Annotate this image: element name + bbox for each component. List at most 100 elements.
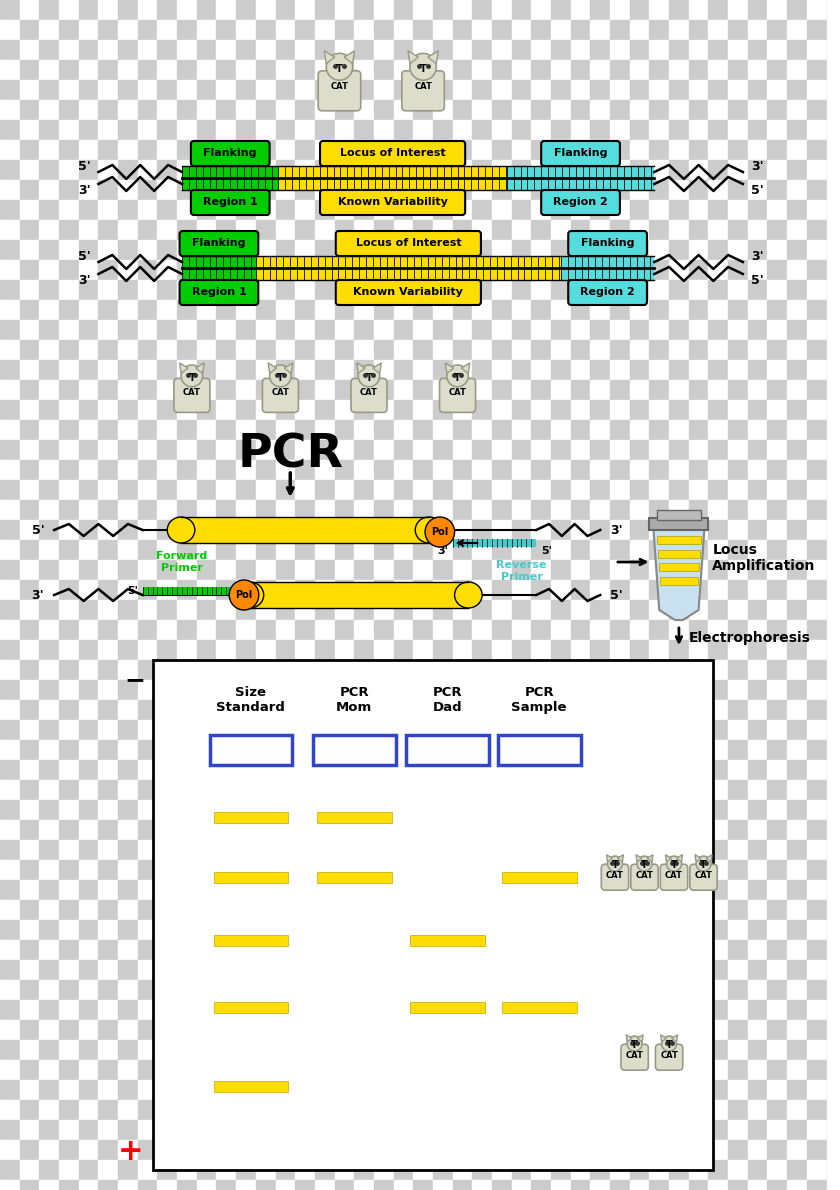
Polygon shape xyxy=(626,1034,632,1042)
Bar xyxy=(827,1060,840,1081)
Bar xyxy=(787,740,807,760)
Bar xyxy=(570,1000,591,1020)
Bar xyxy=(236,1081,256,1100)
Bar xyxy=(748,1081,768,1100)
Bar xyxy=(532,580,551,600)
Circle shape xyxy=(358,365,380,387)
Bar xyxy=(118,1120,138,1140)
Bar xyxy=(157,779,177,800)
Bar xyxy=(453,140,472,159)
Bar xyxy=(570,440,591,461)
Bar xyxy=(807,1140,827,1160)
Bar xyxy=(394,620,413,640)
Bar xyxy=(630,361,649,380)
Bar xyxy=(256,720,276,740)
Bar xyxy=(374,400,394,420)
Bar xyxy=(19,760,39,779)
Bar xyxy=(0,960,19,981)
Bar xyxy=(276,520,295,540)
Bar xyxy=(217,879,236,900)
Bar xyxy=(492,840,512,860)
Bar xyxy=(98,220,118,240)
Bar xyxy=(768,180,787,200)
Bar xyxy=(433,80,453,100)
Bar xyxy=(768,100,787,120)
Bar xyxy=(295,700,315,720)
Bar xyxy=(315,740,334,760)
Bar xyxy=(236,220,256,240)
Bar xyxy=(79,760,98,779)
Text: 3': 3' xyxy=(610,524,622,537)
Bar xyxy=(157,981,177,1000)
Bar xyxy=(472,700,492,720)
Bar xyxy=(0,740,19,760)
Bar xyxy=(649,800,669,820)
Bar xyxy=(394,300,413,320)
Bar xyxy=(472,1081,492,1100)
Bar xyxy=(748,740,768,760)
Bar xyxy=(787,480,807,500)
Bar xyxy=(591,640,610,660)
Bar xyxy=(413,440,433,461)
Bar xyxy=(177,140,197,159)
Bar xyxy=(315,380,334,400)
Bar xyxy=(374,779,394,800)
Bar xyxy=(748,640,768,660)
Text: T: T xyxy=(666,1040,673,1050)
Bar xyxy=(295,80,315,100)
Bar xyxy=(354,1120,374,1140)
Bar xyxy=(512,1160,532,1180)
Bar xyxy=(433,40,453,60)
Bar xyxy=(374,461,394,480)
Bar xyxy=(807,480,827,500)
Bar xyxy=(118,159,138,180)
Bar xyxy=(315,679,334,700)
Text: CAT: CAT xyxy=(665,871,683,879)
Bar xyxy=(472,300,492,320)
Bar xyxy=(118,461,138,480)
Bar xyxy=(649,940,669,960)
Bar xyxy=(413,1000,433,1020)
Bar xyxy=(433,361,453,380)
Bar xyxy=(276,600,295,620)
Bar xyxy=(610,40,630,60)
Bar xyxy=(295,740,315,760)
Bar xyxy=(787,40,807,60)
Bar xyxy=(453,1100,472,1120)
Bar xyxy=(787,960,807,981)
Bar xyxy=(138,679,157,700)
Bar xyxy=(256,940,276,960)
Bar xyxy=(630,220,649,240)
Bar xyxy=(512,440,532,461)
Bar xyxy=(689,180,708,200)
Text: Locus of Interest: Locus of Interest xyxy=(355,238,461,248)
Bar xyxy=(256,380,276,400)
Bar xyxy=(551,879,570,900)
Bar xyxy=(236,0,256,20)
Bar xyxy=(492,920,512,940)
FancyBboxPatch shape xyxy=(180,280,258,305)
Bar xyxy=(807,320,827,340)
Bar xyxy=(669,560,689,580)
Bar xyxy=(591,520,610,540)
Bar xyxy=(213,871,288,883)
Bar xyxy=(413,1020,433,1040)
Bar xyxy=(570,159,591,180)
Bar xyxy=(689,560,708,580)
Bar xyxy=(768,879,787,900)
Bar xyxy=(256,620,276,640)
Bar xyxy=(748,620,768,640)
Bar xyxy=(689,600,708,620)
Bar xyxy=(118,320,138,340)
Bar xyxy=(413,900,433,920)
Bar xyxy=(157,1081,177,1100)
Bar xyxy=(807,679,827,700)
Bar xyxy=(138,920,157,940)
Bar xyxy=(453,800,472,820)
Bar xyxy=(689,779,708,800)
Bar xyxy=(276,500,295,520)
Bar xyxy=(532,1140,551,1160)
Bar xyxy=(118,480,138,500)
Bar xyxy=(315,120,334,140)
Bar xyxy=(532,420,551,440)
